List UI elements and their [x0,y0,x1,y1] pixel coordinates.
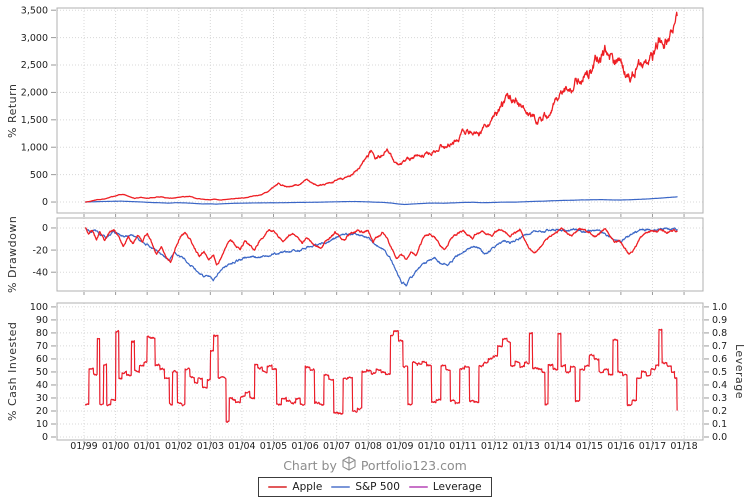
sp500-line-swatch [331,486,351,488]
svg-text:80: 80 [36,328,48,339]
legend-item-leverage: Leverage [408,481,482,493]
svg-text:01/10: 01/10 [418,441,445,452]
svg-text:60: 60 [36,354,48,365]
svg-text:-40: -40 [32,267,48,278]
svg-text:0.4: 0.4 [712,380,727,391]
svg-text:-20: -20 [32,245,48,256]
cash-invested-axis-label: % Cash Invested [6,321,19,422]
svg-text:01/08: 01/08 [355,441,382,452]
svg-text:20: 20 [36,406,48,417]
svg-text:0: 0 [42,432,48,443]
svg-text:2,500: 2,500 [21,60,48,71]
svg-text:100: 100 [30,302,48,313]
svg-text:10: 10 [36,419,48,430]
svg-text:0.8: 0.8 [712,328,727,339]
svg-text:0: 0 [42,223,48,234]
svg-text:01/01: 01/01 [133,441,160,452]
footer-brand: Portfolio123.com [360,457,467,473]
svg-text:90: 90 [36,315,48,326]
svg-text:70: 70 [36,341,48,352]
legend-label-leverage: Leverage [432,481,482,493]
svg-text:01/13: 01/13 [512,441,539,452]
svg-text:01/09: 01/09 [386,441,413,452]
svg-text:1,000: 1,000 [21,142,48,153]
leverage-line-swatch [408,486,428,488]
svg-text:1,500: 1,500 [21,115,48,126]
svg-text:0: 0 [42,197,48,208]
svg-text:01/05: 01/05 [260,441,287,452]
svg-text:0.2: 0.2 [712,406,727,417]
svg-text:01/02: 01/02 [165,441,192,452]
svg-text:3,500: 3,500 [21,5,48,16]
svg-text:01/11: 01/11 [449,441,476,452]
svg-text:01/12: 01/12 [481,441,508,452]
svg-text:01/99: 01/99 [70,441,97,452]
svg-text:0.5: 0.5 [712,367,727,378]
svg-text:01/07: 01/07 [323,441,350,452]
drawdown-axis-label: % Drawdown [6,215,19,294]
svg-text:40: 40 [36,380,48,391]
apple-line-swatch [268,486,288,488]
svg-text:0.1: 0.1 [712,419,727,430]
svg-text:01/00: 01/00 [102,441,129,452]
return-axis-label: % Return [6,83,19,138]
leverage-axis-label: Leverage [733,344,746,399]
legend-label-sp500: S&P 500 [355,481,400,493]
svg-text:0.7: 0.7 [712,341,727,352]
svg-text:01/17: 01/17 [639,441,666,452]
legend: Apple S&P 500 Leverage [0,477,750,497]
svg-text:0.6: 0.6 [712,354,727,365]
svg-text:01/04: 01/04 [228,441,255,452]
svg-text:0.3: 0.3 [712,393,727,404]
legend-box: Apple S&P 500 Leverage [258,477,492,497]
footer-credit: Chart by Portfolio123.com [0,456,750,474]
legend-item-apple: Apple [268,481,322,493]
svg-text:50: 50 [36,367,48,378]
svg-text:500: 500 [30,170,48,181]
svg-text:0.9: 0.9 [712,315,727,326]
legend-label-apple: Apple [292,481,323,493]
svg-text:2,000: 2,000 [21,88,48,99]
svg-text:01/14: 01/14 [544,441,571,452]
cube-icon [342,456,356,474]
svg-text:01/06: 01/06 [291,441,318,452]
svg-text:0.0: 0.0 [712,432,727,443]
svg-text:30: 30 [36,393,48,404]
footer-prefix: Chart by [283,457,337,473]
svg-text:3,000: 3,000 [21,33,48,44]
svg-text:1.0: 1.0 [712,302,727,313]
legend-item-sp500: S&P 500 [331,481,400,493]
svg-text:01/16: 01/16 [607,441,634,452]
svg-text:01/18: 01/18 [670,441,697,452]
svg-text:01/15: 01/15 [576,441,603,452]
svg-text:01/03: 01/03 [197,441,224,452]
